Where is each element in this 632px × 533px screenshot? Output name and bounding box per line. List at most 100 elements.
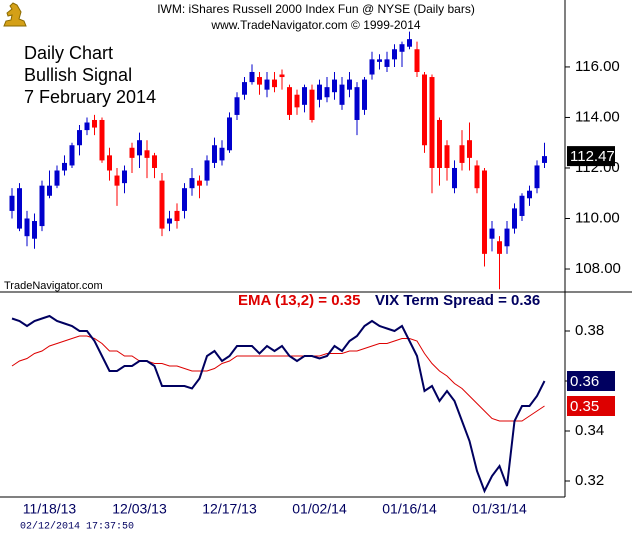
candle-body (264, 79, 270, 90)
line-series (11, 335, 545, 422)
candle-body (122, 170, 127, 184)
candle-body (459, 145, 465, 163)
last-value-box (567, 371, 615, 391)
candle-body (467, 140, 472, 158)
candle-body (114, 175, 120, 186)
candle-body (354, 87, 360, 120)
candle-body (167, 218, 172, 224)
candle-body (84, 122, 90, 131)
candle-body (204, 160, 210, 181)
x-tick-label: 12/03/13 (112, 501, 167, 517)
y-tick-label: 0.34 (575, 422, 604, 439)
candle-body (174, 210, 180, 222)
candle-body (279, 74, 285, 78)
candle-body (294, 94, 300, 108)
candle-body (414, 49, 420, 72)
candle-body (392, 49, 397, 60)
candle-body (257, 77, 262, 85)
candle-body (512, 208, 517, 229)
candle-body (339, 84, 345, 105)
candle-body (129, 147, 135, 158)
candle-body (309, 89, 315, 120)
candle-body (17, 188, 22, 229)
candle-body (489, 228, 495, 239)
candle-body (399, 44, 405, 52)
candle-body (369, 59, 375, 75)
candle-body (137, 140, 142, 156)
candle-body (144, 150, 150, 158)
candle-body (347, 79, 352, 90)
chart-title: IWM: iShares Russell 2000 Index Fun @ NY… (157, 2, 475, 16)
candle-body (452, 167, 457, 189)
annotation: Bullish Signal (24, 65, 132, 85)
candle-body (407, 39, 412, 47)
candle-body (272, 79, 277, 88)
y-tick-label: 116.00 (575, 58, 620, 75)
y-tick-label: 108.00 (575, 260, 621, 277)
candle-body (54, 170, 60, 186)
candle-body (324, 87, 330, 98)
candle-body (422, 74, 427, 146)
y-tick-label: 114.00 (575, 108, 620, 125)
candle-body (24, 218, 30, 237)
candle-body (497, 241, 502, 254)
candle-body (69, 145, 75, 166)
candle-body (519, 195, 525, 216)
x-tick-label: 12/17/13 (202, 501, 257, 517)
candle-body (437, 119, 442, 168)
candle-body (362, 79, 367, 110)
x-tick-label: 01/16/14 (382, 501, 437, 517)
candle-body (47, 185, 52, 196)
x-tick-label: 01/31/14 (472, 501, 527, 517)
y-tick-label: 110.00 (575, 209, 620, 226)
last-value-label: 0.35 (570, 398, 599, 415)
candle-body (317, 84, 322, 100)
candle-body (377, 59, 382, 62)
candle-body (212, 145, 217, 163)
candle-body (542, 156, 547, 163)
candle-body (159, 180, 165, 229)
candle-body (219, 147, 225, 161)
line-series (11, 314, 546, 494)
candle-body (99, 119, 105, 161)
candle-body (482, 170, 487, 254)
candle-body (107, 155, 112, 171)
x-tick-label: 11/18/13 (23, 501, 77, 517)
candle-body (474, 165, 480, 189)
y-tick-label: 0.38 (575, 322, 604, 339)
candle-body (534, 165, 540, 189)
candle-body (189, 178, 195, 189)
last-value-box (567, 396, 615, 416)
candle-body (9, 195, 15, 211)
candle-body (227, 117, 232, 151)
timestamp: 02/12/2014 17:37:50 (20, 521, 134, 533)
legend-entry: EMA (13,2) = 0.35 (238, 292, 360, 309)
candle-body (527, 190, 532, 199)
candle-body (444, 145, 450, 168)
candle-body (249, 71, 255, 83)
candle-body (197, 180, 202, 186)
annotation: 7 February 2014 (24, 87, 156, 107)
candle-body (152, 155, 157, 168)
candle-body (429, 77, 435, 168)
watermark: TradeNavigator.com (4, 280, 103, 292)
candle-body (32, 221, 37, 239)
candle-body (242, 82, 247, 95)
candle-body (39, 185, 45, 227)
legend-entry: VIX Term Spread = 0.36 (375, 292, 540, 309)
candle-body (332, 79, 337, 93)
candle-body (287, 87, 292, 115)
logo (3, 2, 27, 27)
last-value-label: 0.36 (570, 373, 599, 390)
x-tick-label: 01/02/14 (292, 501, 347, 517)
y-tick-label: 0.32 (575, 472, 604, 489)
candle-body (182, 188, 187, 211)
annotation: Daily Chart (24, 43, 113, 63)
candle-body (77, 130, 82, 146)
last-value-label: 112.47 (570, 148, 615, 165)
candle-body (234, 97, 240, 115)
candle-body (92, 119, 97, 128)
last-value-box (567, 146, 615, 167)
